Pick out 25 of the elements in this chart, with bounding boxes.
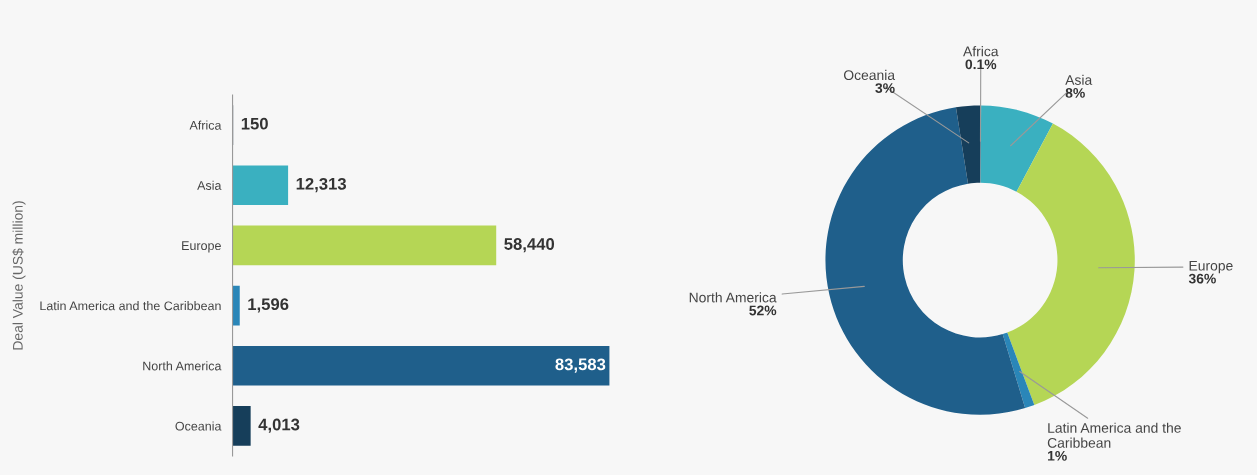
slice-label: Europe (1189, 260, 1233, 274)
data-label: 1,596 (248, 298, 289, 313)
y-tick-label: Oceania (175, 421, 222, 431)
data-label: 12,313 (296, 177, 347, 193)
data-label: 0.1% (965, 59, 997, 70)
data-label: 58,440 (504, 238, 555, 253)
slice-label: Africa (963, 46, 999, 57)
y-tick-label: Europe (182, 241, 221, 253)
y-tick-label: Latin America and the Caribbean (40, 301, 221, 311)
data-label: 52% (749, 305, 777, 316)
y-tick-label: Asia (197, 180, 222, 190)
data-label: 83,583 (555, 358, 606, 373)
y-tick-label: Africa (189, 120, 222, 130)
slice-label: Latin America and the Caribbean (1047, 422, 1181, 448)
data-label: 8% (1065, 88, 1085, 98)
slice-label: North America (689, 292, 777, 303)
data-label: 36% (1188, 273, 1216, 284)
y-axis-title: Deal Value (US$ million) (12, 201, 26, 350)
data-label: 3% (875, 83, 895, 93)
data-label: 1% (1048, 450, 1067, 461)
data-label: 150 (241, 117, 268, 130)
slice-label: Asia (1065, 74, 1093, 85)
slice-label: Oceania (843, 69, 896, 81)
data-label: 4,013 (258, 418, 300, 433)
y-tick-label: North America (143, 361, 222, 371)
